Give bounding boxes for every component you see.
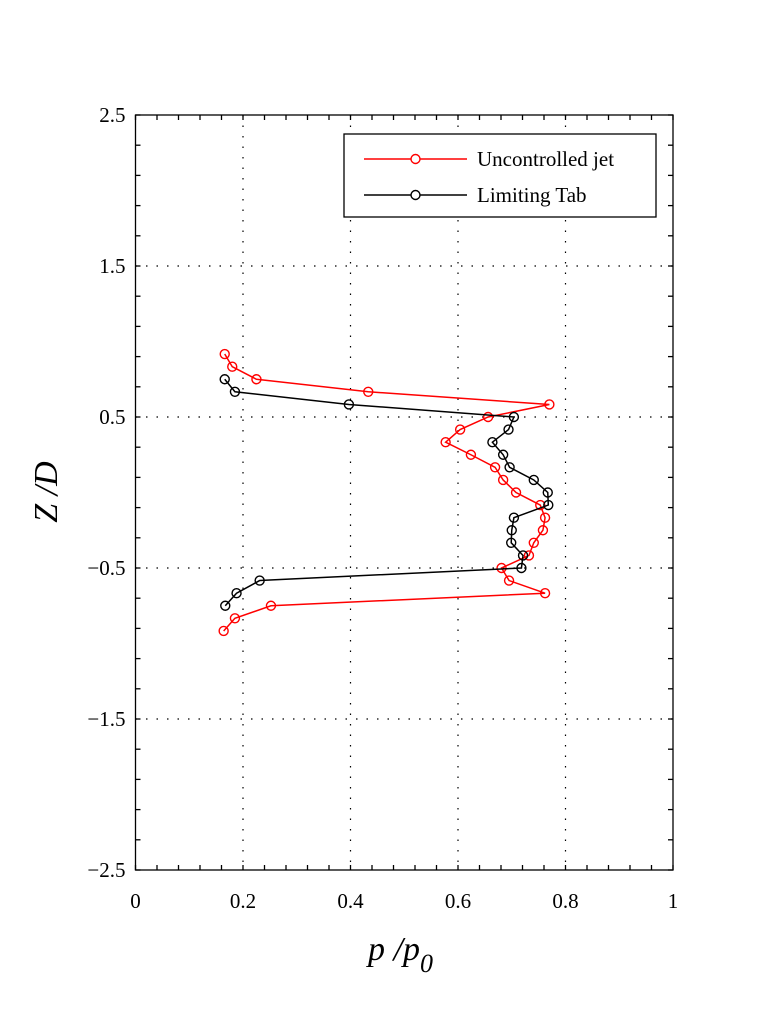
data-point <box>516 562 527 574</box>
legend: Uncontrolled jet Limiting Tab <box>343 133 657 218</box>
legend-label: Limiting Tab <box>477 183 587 207</box>
data-point <box>510 487 522 498</box>
grid <box>135 115 673 870</box>
data-point <box>440 437 451 448</box>
data-point <box>487 437 498 448</box>
plot-frame <box>134 114 674 871</box>
x-tick-label: 0.8 <box>552 889 578 913</box>
data-point <box>497 474 509 486</box>
series-0 <box>218 348 555 637</box>
series-line <box>224 378 550 607</box>
x-axis-label-subscript: 0 <box>420 949 433 978</box>
data-point <box>528 474 539 486</box>
y-tick-label: 1.5 <box>99 254 125 278</box>
data-point <box>251 374 262 385</box>
data-point <box>489 462 501 473</box>
legend-marker <box>410 189 421 201</box>
x-tick-label: 0.2 <box>230 889 256 913</box>
data-point <box>482 411 494 423</box>
y-axis-label: Z /D <box>28 461 65 523</box>
data-point <box>542 487 553 498</box>
data-point <box>254 575 265 586</box>
tick-labels: 0 0.2 0.4 0.6 0.8 1 2.5 1.5 0.5 −0.5 −1.5 −2.5 <box>87 103 678 913</box>
data-point <box>503 575 515 586</box>
data-point <box>503 424 514 435</box>
x-axis-label: p /p0 <box>366 931 433 978</box>
data-point <box>506 537 517 548</box>
data-point <box>227 361 238 372</box>
data-point <box>528 537 539 548</box>
y-tick-label: −2.5 <box>87 858 125 882</box>
data-point <box>537 525 549 536</box>
data-point <box>454 424 466 435</box>
data-point <box>517 550 529 561</box>
data-point <box>219 348 230 360</box>
data-point <box>544 399 555 410</box>
series-line <box>223 353 550 632</box>
x-tick-label: 0.6 <box>445 889 471 913</box>
data-point <box>265 600 277 611</box>
data-point <box>539 588 551 599</box>
data-point <box>535 499 546 511</box>
data-point <box>465 449 477 460</box>
data-point <box>508 411 520 423</box>
data-point <box>508 512 520 523</box>
legend-box <box>343 133 657 218</box>
data-point <box>497 449 509 460</box>
y-tick-label: −0.5 <box>87 556 125 580</box>
data-point <box>363 386 374 397</box>
x-tick-label: 0.4 <box>337 889 364 913</box>
series-layer <box>218 348 555 637</box>
data-point <box>523 550 535 561</box>
x-tick-label: 0 <box>130 889 141 913</box>
legend-label: Uncontrolled jet <box>477 147 614 171</box>
data-point <box>543 499 554 511</box>
y-tick-label: 2.5 <box>99 103 125 127</box>
data-point <box>219 374 230 385</box>
data-point <box>218 625 229 637</box>
data-point <box>220 600 231 611</box>
data-point <box>229 613 241 624</box>
ticks <box>134 114 674 871</box>
data-point <box>231 588 242 599</box>
y-tick-label: 0.5 <box>99 405 125 429</box>
legend-marker <box>410 153 421 165</box>
series-1 <box>219 374 554 611</box>
data-point <box>506 525 517 536</box>
data-point <box>504 462 515 473</box>
data-point <box>343 399 355 410</box>
data-point <box>229 386 241 397</box>
x-tick-label: 1 <box>668 889 679 913</box>
y-tick-label: −1.5 <box>87 707 125 731</box>
data-point <box>539 512 551 523</box>
